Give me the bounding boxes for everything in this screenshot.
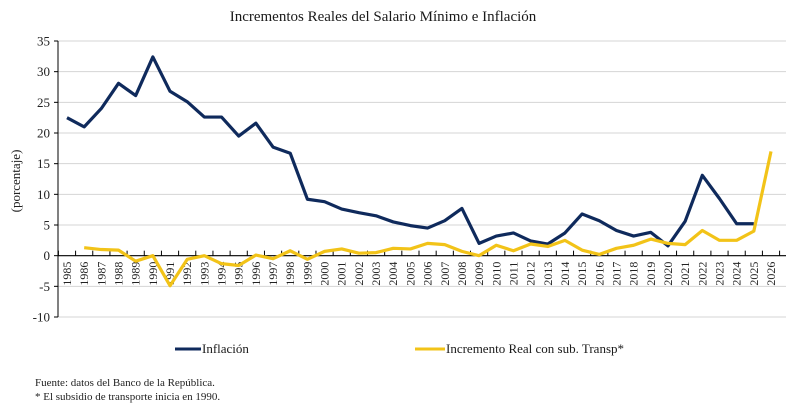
x-tick-label: 2022 <box>695 262 709 286</box>
x-tick-label: 1997 <box>266 262 280 286</box>
source-note: Fuente: datos del Banco de la República. <box>35 377 215 389</box>
y-tick-label: -10 <box>33 310 50 325</box>
series-group <box>66 55 773 288</box>
y-tick-label: 25 <box>37 95 50 110</box>
x-tick-label: 1986 <box>77 262 91 286</box>
x-tick-label: 1994 <box>215 262 229 286</box>
x-tick-label: 2026 <box>764 262 778 286</box>
x-tick-label: 2019 <box>644 262 658 286</box>
x-tick-label: 2014 <box>558 262 572 286</box>
x-tick-label: 1992 <box>180 262 194 286</box>
x-tick-label: 2001 <box>335 262 349 286</box>
y-tick-label: -5 <box>39 279 50 294</box>
x-tick-label: 2008 <box>455 262 469 286</box>
x-tick-label: 1995 <box>232 262 246 286</box>
x-tick-label: 1991 <box>163 262 177 286</box>
x-tick-label: 2010 <box>489 262 503 286</box>
legend: Inflación Incremento Real con sub. Trans… <box>175 341 624 356</box>
y-tick-label: 20 <box>37 126 50 141</box>
chart-title: Incrementos Reales del Salario Mínimo e … <box>230 9 537 25</box>
x-tick-label: 2013 <box>541 262 555 286</box>
legend-label-incremento-real: Incremento Real con sub. Transp* <box>446 341 624 356</box>
x-tick-label: 2007 <box>438 262 452 286</box>
gridlines <box>58 40 786 318</box>
x-tick-label: 2020 <box>661 262 675 286</box>
legend-label-inflacion: Inflación <box>202 341 249 356</box>
series-line-inflacion <box>66 55 754 248</box>
y-axis-label: (porcentaje) <box>8 150 23 213</box>
x-tick-label: 1999 <box>300 262 314 286</box>
y-tick-label: 5 <box>44 218 51 233</box>
legend-item-inflacion: Inflación <box>175 341 249 356</box>
legend-item-incremento-real: Incremento Real con sub. Transp* <box>415 341 624 356</box>
x-tick-label: 2021 <box>678 262 692 286</box>
x-tick-label: 2005 <box>403 262 417 286</box>
x-tick-label: 1989 <box>129 262 143 286</box>
x-tick-label: 2015 <box>575 262 589 286</box>
x-tick-label: 2018 <box>627 262 641 286</box>
x-tick-label: 2012 <box>524 262 538 286</box>
y-tick-label: 15 <box>37 156 50 171</box>
x-tick-label: 2017 <box>609 262 623 286</box>
x-tick-label: 1985 <box>60 262 74 286</box>
footnote: * El subsidio de transporte inicia en 19… <box>35 391 221 403</box>
x-tick-label: 2006 <box>421 262 435 286</box>
x-axis-ticks: 1985 1986 1987 1988 1989 1990 1991 1992 1993 1994… <box>57 250 781 286</box>
x-tick-label: 1996 <box>249 262 263 286</box>
y-tick-label: 30 <box>37 64 50 79</box>
x-tick-label: 1993 <box>197 262 211 286</box>
y-tick-label: 10 <box>37 187 50 202</box>
x-tick-label: 2004 <box>386 262 400 286</box>
x-tick-label: 2002 <box>352 262 366 286</box>
x-tick-label: 2003 <box>369 262 383 286</box>
x-tick-label: 2011 <box>506 262 520 286</box>
x-tick-label: 2009 <box>472 262 486 286</box>
x-tick-label: 1990 <box>146 262 160 286</box>
x-tick-label: 2024 <box>730 262 744 286</box>
x-tick-label: 1987 <box>94 262 108 286</box>
x-tick-label: 2016 <box>592 262 606 286</box>
x-tick-label: 2000 <box>318 262 332 286</box>
y-axis-ticks: 35 30 25 20 15 10 5 0 -5 -10 <box>33 34 58 325</box>
x-tick-label: 2025 <box>747 262 761 286</box>
y-tick-label: 35 <box>37 34 50 49</box>
x-tick-label: 1988 <box>112 262 126 286</box>
x-tick-label: 2023 <box>712 262 726 286</box>
y-tick-label: 0 <box>44 248 51 263</box>
x-tick-label: 1998 <box>283 262 297 286</box>
